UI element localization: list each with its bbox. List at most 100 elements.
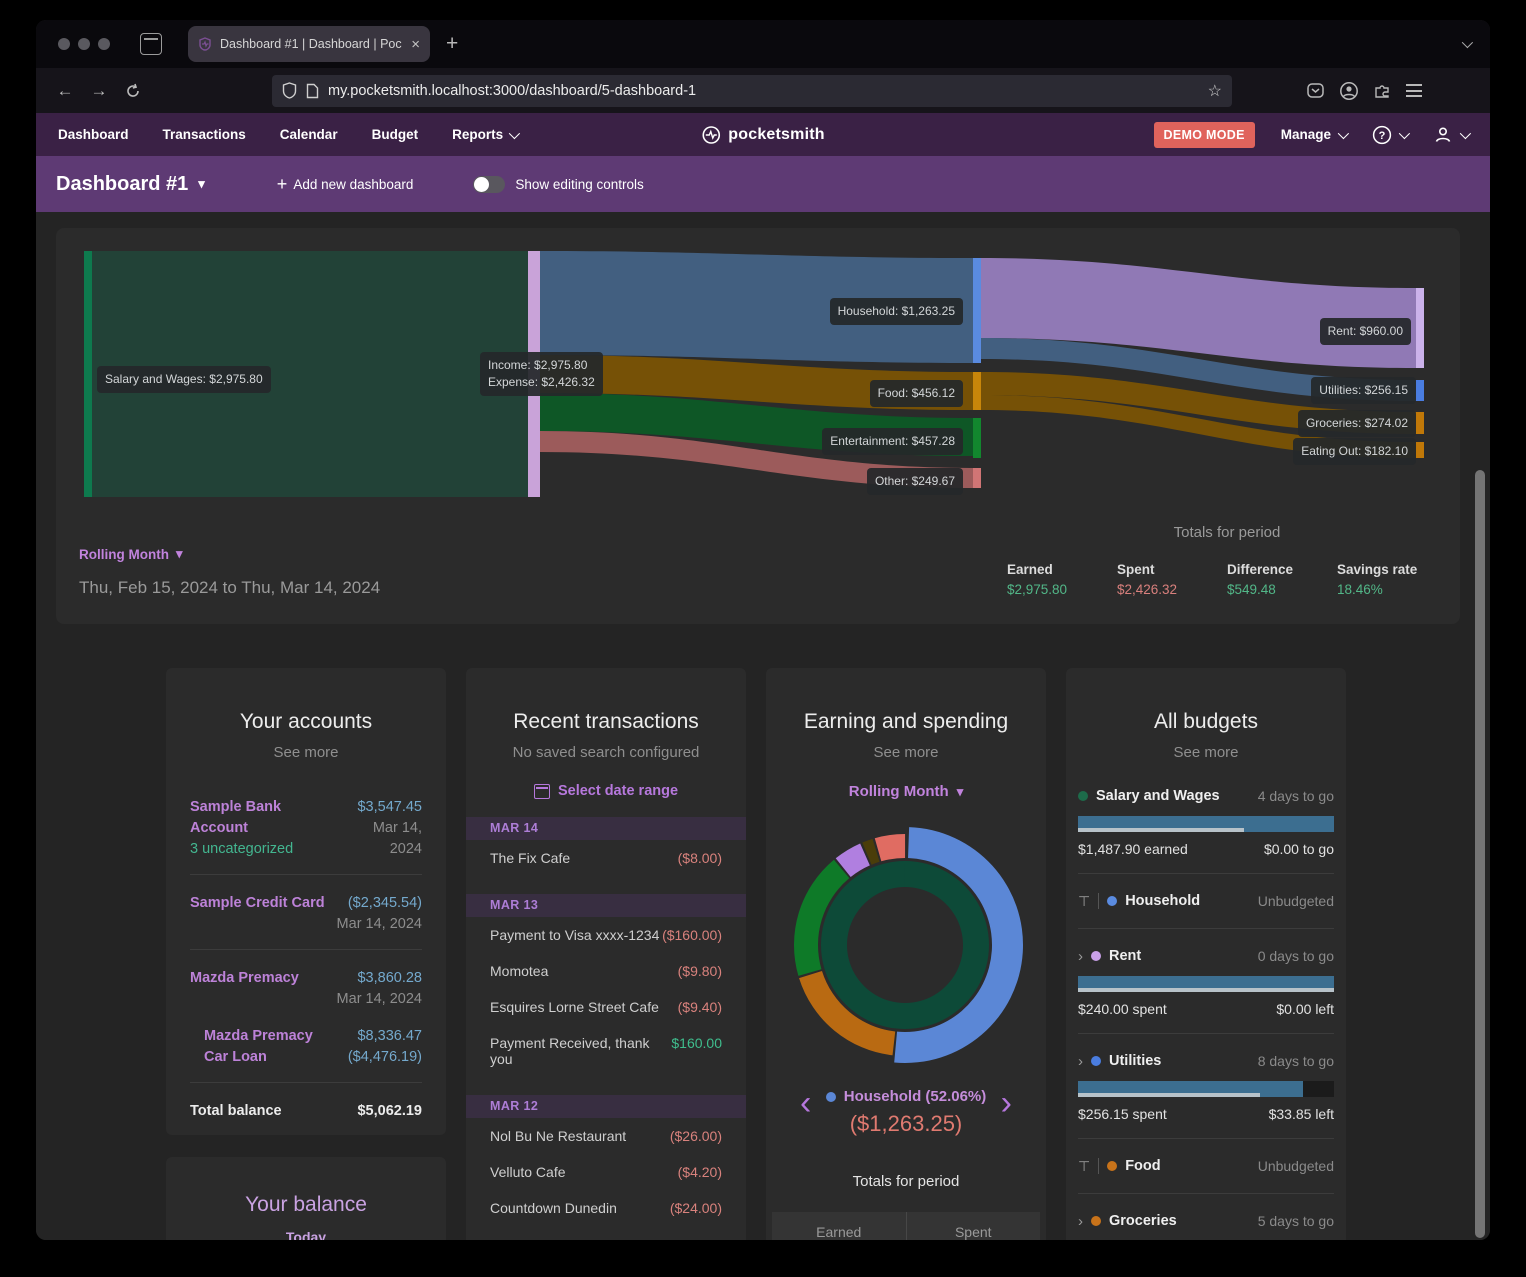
transaction-row[interactable]: Esquires Lorne Street Cafe ($9.40) [466,989,746,1025]
budget-row-header[interactable]: ⊤ Food Unbudgeted [1078,1155,1334,1177]
bookmark-star-icon[interactable]: ☆ [1207,82,1222,100]
see-more-link[interactable]: See more [273,744,339,761]
firefox-view-icon[interactable] [140,33,162,55]
sankey-flow[interactable] [981,338,1416,401]
period-selector[interactable]: Rolling Month ▾ [79,546,183,562]
account-name[interactable]: Mazda Premacy [190,970,299,986]
uncategorized-count[interactable]: 3 uncategorized [190,841,294,857]
url-bar[interactable]: my.pocketsmith.localhost:3000/dashboard/… [272,74,1232,107]
sankey-node[interactable] [973,418,981,458]
sankey-flow[interactable] [540,251,973,363]
manage-menu[interactable]: Manage [1281,127,1350,142]
account-row[interactable]: Mazda Premacy $3,860.28 Mar 14, 2024 [166,958,446,1016]
transaction-name[interactable]: Payment Received, thank you [490,1035,650,1067]
add-dashboard-button[interactable]: + Add new dashboard [276,173,414,194]
budget-row-header[interactable]: › Utilities 8 days to go [1078,1050,1334,1072]
expand-chevron-icon[interactable]: › [1078,947,1083,965]
budget-row-header[interactable]: › Groceries 5 days to go [1078,1210,1334,1232]
nav-item-dashboard[interactable]: Dashboard [58,127,129,142]
pocketsmith-logo[interactable]: pocketsmith [701,125,825,145]
account-row[interactable]: Sample Bank Account 3 uncategorized $3,547… [166,787,446,866]
sankey-node[interactable] [973,468,981,488]
budget-name[interactable]: Groceries [1109,1213,1177,1229]
tab-close-icon[interactable]: × [411,35,420,53]
see-more-link[interactable]: See more [873,744,939,761]
budget-row-header[interactable]: Salary and Wages 4 days to go [1078,785,1334,807]
donut-segment-household[interactable] [894,827,1024,1063]
donut-segment-food[interactable] [799,970,896,1056]
dashboard-title-dropdown[interactable]: Dashboard #1 ▾ [56,172,205,195]
budget-row-header[interactable]: › Rent 0 days to go [1078,945,1334,967]
forward-button[interactable]: → [90,80,108,100]
transaction-row[interactable]: Momotea ($9.80) [466,953,746,989]
sankey-node[interactable] [1416,442,1424,458]
sankey-node[interactable] [84,251,92,497]
list-tabs-icon[interactable] [1461,35,1474,53]
url-text[interactable]: my.pocketsmith.localhost:3000/dashboard/… [328,82,697,99]
budget-name[interactable]: Salary and Wages [1096,788,1220,804]
sankey-node[interactable] [973,372,981,410]
window-controls[interactable] [58,38,110,50]
donut-segment[interactable] [862,838,880,865]
sankey-flow[interactable] [540,355,973,410]
sankey-node[interactable] [1416,412,1424,434]
pocket-icon[interactable] [1306,81,1325,100]
account-name[interactable]: Car Loan [204,1049,267,1065]
transaction-row[interactable]: Payment Received, thank you $160.00 [466,1025,746,1077]
expand-chevron-icon[interactable]: › [1078,1052,1083,1070]
budget-name[interactable]: Household [1125,893,1201,909]
next-segment-arrow[interactable]: › [1000,1084,1012,1122]
nav-item-reports[interactable]: Reports [452,127,521,142]
transaction-name[interactable]: Momotea [490,963,549,979]
sankey-flow[interactable] [92,251,528,497]
editing-controls-toggle[interactable] [473,175,506,193]
nav-item-calendar[interactable]: Calendar [279,127,338,142]
donut-segment-entertainment[interactable] [794,859,850,976]
period-selector[interactable]: Rolling Month ▾ [848,783,964,800]
donut-segment[interactable] [835,843,870,878]
prev-segment-arrow[interactable]: ‹ [800,1084,812,1122]
account-name[interactable]: Mazda Premacy [204,1028,313,1044]
transaction-row[interactable]: Payment to Visa xxxx-1234 ($160.00) [466,917,746,953]
transaction-row[interactable]: Countdown Dunedin ($24.00) [466,1190,746,1226]
budget-row-header[interactable]: ⊤ Household Unbudgeted [1078,890,1334,912]
transaction-name[interactable]: Payment to Visa xxxx-1234 [490,927,660,943]
transaction-row[interactable]: Nol Bu Ne Restaurant ($26.00) [466,1118,746,1154]
sankey-node[interactable] [1416,380,1424,401]
account-row[interactable]: Sample Credit Card ($2,345.54) Mar 14, 202… [166,883,446,941]
reload-button[interactable] [118,76,148,106]
account-icon[interactable] [1339,81,1359,101]
nav-item-budget[interactable]: Budget [371,127,419,142]
select-date-range-button[interactable]: Select date range [466,783,746,799]
budget-name[interactable]: Utilities [1109,1053,1162,1069]
extensions-puzzle-icon[interactable] [1373,81,1392,100]
user-menu[interactable] [1433,125,1472,145]
back-button[interactable]: ← [56,80,74,100]
shield-icon[interactable] [282,82,297,99]
sankey-node[interactable] [973,258,981,363]
window-close-button[interactable] [58,38,70,50]
donut-legend[interactable]: Household (52.06%) [766,1088,1046,1105]
see-more-link[interactable]: See more [1173,744,1239,761]
budget-name[interactable]: Food [1125,1158,1161,1174]
transaction-name[interactable]: The Fix Cafe [490,850,571,866]
page-info-icon[interactable] [306,83,319,99]
menu-hamburger-icon[interactable] [1406,84,1422,97]
transaction-name[interactable]: Nol Bu Ne Restaurant [490,1128,627,1144]
sankey-flow[interactable] [981,258,1416,368]
budget-name[interactable]: Rent [1109,948,1142,964]
sankey-node[interactable] [1416,288,1424,368]
scrollbar-thumb[interactable] [1475,470,1485,1238]
help-menu[interactable]: ? [1372,125,1411,145]
browser-tab[interactable]: Dashboard #1 | Dashboard | Poc × [188,26,430,62]
sankey-flow[interactable] [540,431,973,488]
account-name[interactable]: Sample Credit Card [190,895,325,911]
donut-inner-ring[interactable] [820,861,989,1029]
nav-item-transactions[interactable]: Transactions [162,127,246,142]
transaction-name[interactable]: Countdown Dunedin [490,1200,617,1216]
transaction-row[interactable]: Velluto Cafe ($4.20) [466,1154,746,1190]
account-row[interactable]: Mazda Premacy Car Loan $8,336.47 ($4,476.19… [166,1016,446,1074]
transaction-name[interactable]: Velluto Cafe [490,1164,566,1180]
window-zoom-button[interactable] [98,38,110,50]
donut-segment[interactable] [874,834,906,862]
